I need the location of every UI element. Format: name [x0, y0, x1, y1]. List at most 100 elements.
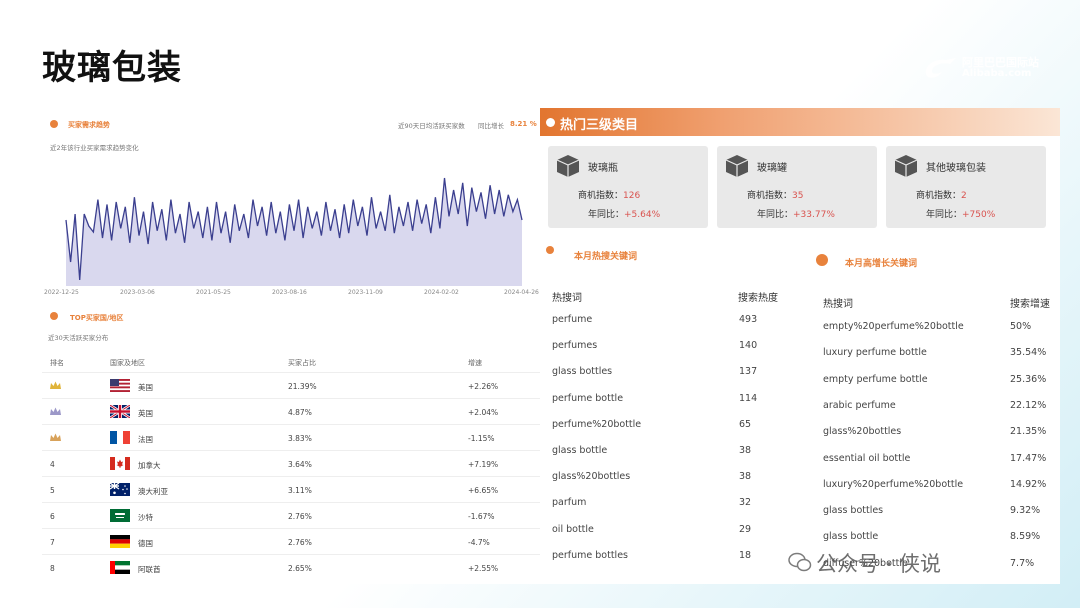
country-growth: -1.15%: [468, 434, 495, 443]
country-share: 3.64%: [288, 460, 312, 469]
category-yoy-line: 年同比：+750%: [926, 207, 995, 220]
country-row: 美国 21.39% +2.26%: [42, 372, 540, 399]
country-name: 沙特: [138, 513, 153, 522]
growth-keywords-col-value: 搜索增速: [1010, 299, 1050, 310]
category-yoy-value: +5.64%: [624, 210, 661, 220]
x-tick: 2021-05-25: [196, 289, 231, 296]
keyword-word[interactable]: perfume: [552, 314, 593, 325]
flag-ca-icon: [110, 457, 130, 470]
yoy-label: 年同比：: [757, 210, 794, 220]
x-tick: 2023-08-16: [272, 289, 307, 296]
keyword-value: 50%: [1010, 321, 1032, 332]
wechat-icon: [788, 552, 812, 572]
stat-label: 近90天日均活跃买家数: [398, 122, 465, 130]
logo-cn-text: 阿里巴巴国际站: [962, 56, 1039, 69]
country-rank: 5: [50, 486, 55, 495]
keyword-word[interactable]: empty perfume bottle: [823, 373, 928, 385]
country-name: 澳大利亚: [138, 487, 168, 496]
country-name: 阿联酋: [138, 565, 161, 574]
country-row: 4 加拿大 3.64% +7.19%: [42, 450, 540, 477]
logo-en-text: Alibaba.com: [962, 68, 1032, 79]
flag-sa-icon: [110, 509, 130, 522]
keyword-word[interactable]: glass%20bottles: [823, 426, 902, 438]
bronze-crown-icon: [50, 433, 61, 441]
buyer-trend-dot: [50, 120, 58, 128]
keyword-word[interactable]: glass bottle: [552, 445, 608, 456]
keyword-value: 14.92%: [1010, 478, 1047, 490]
yoy-label: 年同比：: [588, 210, 625, 220]
category-card[interactable]: 其他玻璃包装 商机指数：2 年同比：+750%: [886, 146, 1046, 228]
flag-us-icon: [110, 379, 130, 392]
hot-keywords-dot: [546, 246, 554, 254]
keyword-word[interactable]: glass bottle: [823, 531, 879, 543]
gold-crown-icon: [50, 381, 61, 389]
country-name: 英国: [138, 409, 153, 418]
keyword-value: 140: [739, 340, 758, 352]
keyword-word[interactable]: perfume%20bottle: [552, 418, 642, 430]
keyword-word[interactable]: parfum: [552, 497, 587, 509]
country-name: 加拿大: [138, 461, 161, 470]
yoy-label: 同比增长: [478, 122, 504, 130]
country-growth: +7.19%: [468, 460, 499, 469]
country-growth: -4.7%: [468, 538, 490, 547]
country-table-header: 排名 国家及地区 买家占比 增速: [42, 352, 540, 372]
growth-keywords-dot: [816, 254, 828, 266]
alibaba-logo-icon: [925, 58, 956, 78]
flag-uk-icon: [110, 405, 130, 418]
keyword-word[interactable]: perfume bottles: [552, 549, 628, 561]
keyword-word[interactable]: empty%20perfume%20bottle: [823, 321, 964, 332]
hot-keywords-col-word: 热搜词: [552, 293, 582, 304]
box-icon: [556, 155, 580, 177]
x-tick: 2023-03-06: [120, 289, 155, 296]
page-title: 玻璃包装: [42, 48, 182, 88]
category-index-line: 商机指数：126: [578, 188, 640, 201]
country-share: 2.76%: [288, 538, 312, 547]
country-row: 法国 3.83% -1.15%: [42, 424, 540, 451]
country-row: 英国 4.87% +2.04%: [42, 398, 540, 425]
keyword-value: 8.59%: [1010, 531, 1041, 543]
keyword-word[interactable]: oil bottle: [552, 523, 594, 535]
hot-categories-header: 热门三级类目: [540, 108, 1060, 136]
keyword-word[interactable]: arabic perfume: [823, 399, 896, 411]
keyword-word[interactable]: luxury perfume bottle: [823, 347, 927, 359]
keyword-word[interactable]: glass%20bottles: [552, 471, 631, 483]
country-share: 2.65%: [288, 564, 312, 573]
keyword-value: 22.12%: [1010, 399, 1047, 411]
keyword-value: 65: [739, 418, 752, 430]
watermark: 公众号 · 侠说: [788, 548, 942, 578]
category-index-line: 商机指数：2: [916, 188, 967, 201]
country-growth: +6.65%: [468, 486, 499, 495]
country-row: 7 德国 2.76% -4.7%: [42, 528, 540, 555]
keyword-word[interactable]: essential oil bottle: [823, 452, 911, 464]
header-rank: 排名: [50, 359, 64, 367]
growth-keywords-col-word: 热搜词: [823, 299, 853, 310]
keyword-word[interactable]: glass bottles: [823, 505, 884, 517]
keyword-word[interactable]: perfume bottle: [552, 392, 624, 404]
keyword-word[interactable]: luxury%20perfume%20bottle: [823, 478, 964, 490]
keyword-word[interactable]: perfumes: [552, 340, 598, 352]
silver-crown-icon: [50, 407, 61, 415]
yoy-value: 8.21 %: [510, 120, 537, 128]
watermark-text: 公众号 · 侠说: [816, 552, 942, 576]
x-tick: 2022-12-25: [44, 289, 79, 296]
category-index-value: 126: [623, 191, 641, 201]
hot-keywords-title: 本月热搜关键词: [574, 252, 638, 262]
keyword-word[interactable]: glass bottles: [552, 366, 613, 378]
keyword-value: 21.35%: [1010, 426, 1047, 438]
buyer-trend-chart: [65, 177, 523, 286]
category-card[interactable]: 玻璃瓶 商机指数：126 年同比：+5.64%: [548, 146, 708, 228]
category-yoy-line: 年同比：+33.77%: [757, 207, 835, 220]
country-row: 5 澳大利亚 3.11% +6.65%: [42, 476, 540, 503]
country-growth: +2.26%: [468, 382, 499, 391]
keyword-word[interactable]: diffuser%20bottle: [823, 557, 908, 569]
category-index-line: 商机指数：35: [747, 188, 803, 201]
index-label: 商机指数：: [578, 191, 624, 201]
country-rank: 4: [50, 460, 55, 469]
buyer-trend-title: 买家需求趋势: [68, 121, 110, 129]
keyword-value: 17.47%: [1010, 452, 1047, 464]
alibaba-logo[interactable]: 阿里巴巴国际站 Alibaba.com: [922, 52, 1042, 82]
x-tick: 2023-11-09: [348, 289, 383, 296]
category-card[interactable]: 玻璃罐 商机指数：35 年同比：+33.77%: [717, 146, 877, 228]
country-name: 美国: [138, 383, 153, 392]
index-label: 商机指数：: [747, 191, 793, 201]
